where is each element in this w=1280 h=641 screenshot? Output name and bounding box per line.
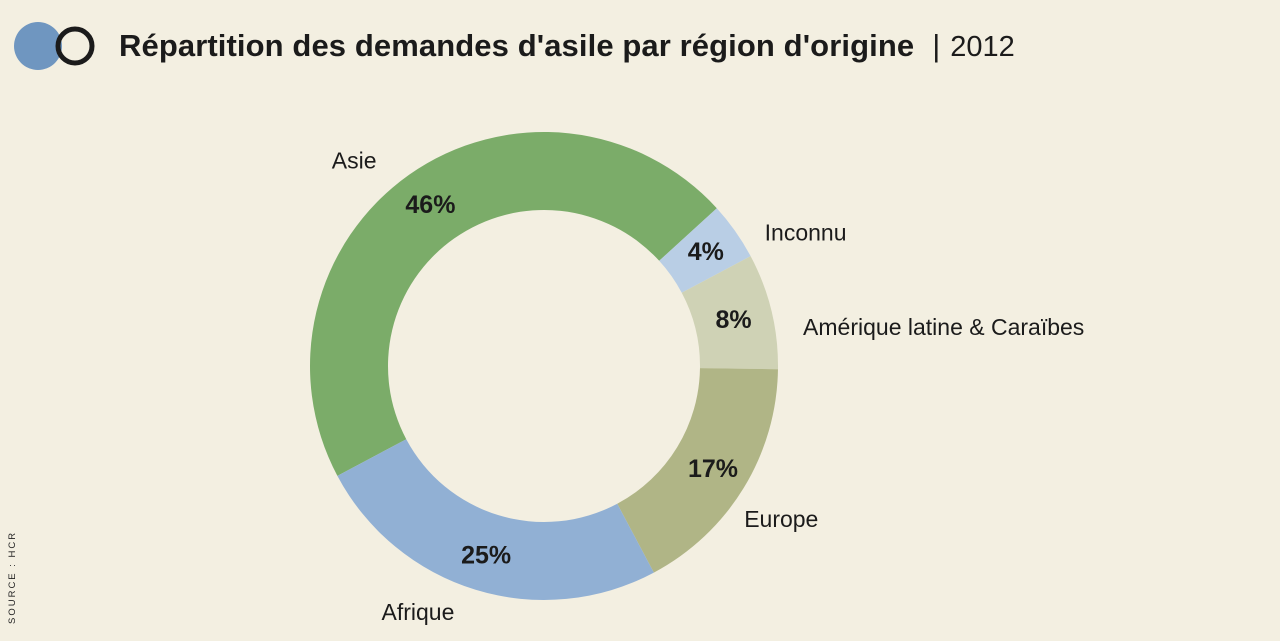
value-label-inconnu: 4% xyxy=(688,238,724,266)
header: Répartition des demandes d'asile par rég… xyxy=(119,28,1015,64)
slice-afrique xyxy=(337,439,654,600)
title-separator: | xyxy=(932,28,941,63)
value-label-amerique-latine-and-caraibes: 8% xyxy=(715,306,751,334)
logo-ring-icon xyxy=(55,26,95,66)
value-label-europe: 17% xyxy=(688,455,738,483)
value-label-asie: 46% xyxy=(405,191,455,219)
category-label-europe: Europe xyxy=(744,506,818,532)
category-label-inconnu: Inconnu xyxy=(765,219,847,245)
category-label-asie: Asie xyxy=(332,148,377,174)
slice-europe xyxy=(617,368,778,573)
chart-year: 2012 xyxy=(950,31,1015,63)
category-label-amerique-latine-and-caraibes: Amérique latine & Caraïbes xyxy=(803,314,1084,340)
slice-inconnu xyxy=(659,208,751,293)
source-note: SOURCE : HCR xyxy=(7,530,18,624)
slice-asie xyxy=(309,131,717,476)
chart-title: Répartition des demandes d'asile par rég… xyxy=(119,28,915,63)
slice-amerique-latine-and-caraibes xyxy=(681,256,778,370)
logo-filled-circle-icon xyxy=(14,22,62,70)
logo xyxy=(14,22,95,70)
category-label-afrique: Afrique xyxy=(382,599,455,625)
value-label-afrique: 25% xyxy=(461,541,511,569)
